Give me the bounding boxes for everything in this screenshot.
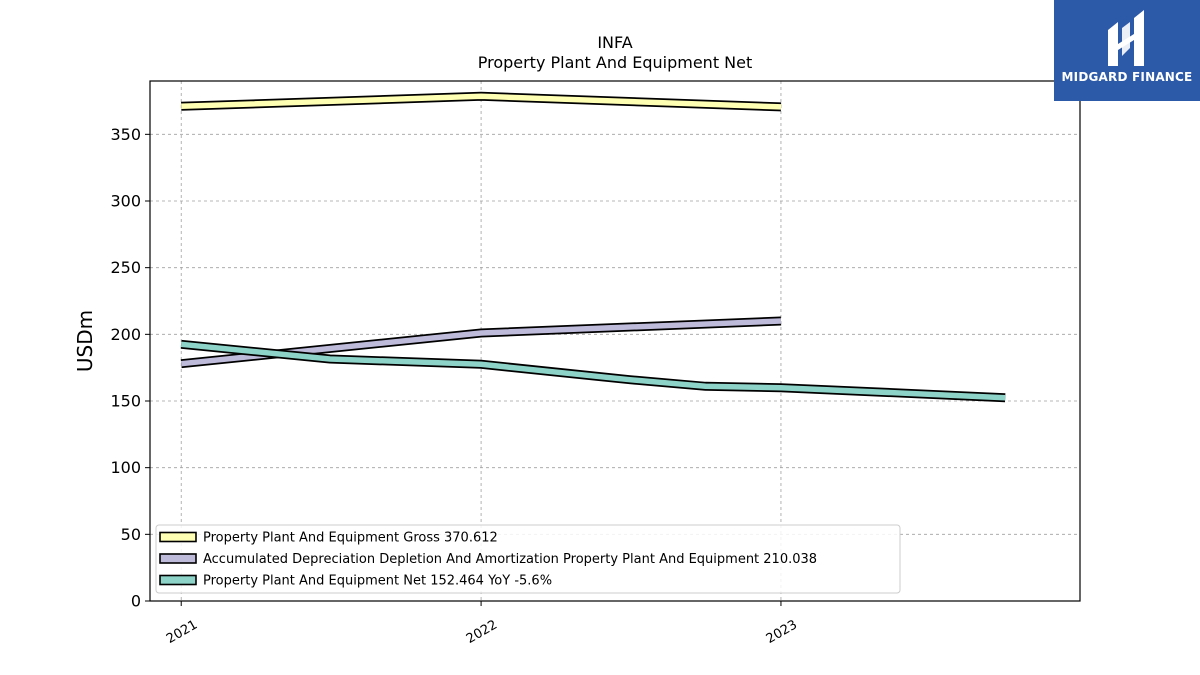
logo-mark-icon [1108, 10, 1144, 66]
x-tick-label: 2023 [764, 617, 800, 647]
x-axis: 2021 2022 2023 [164, 601, 800, 647]
legend-box [155, 524, 901, 594]
y-tick-label: 50 [121, 525, 141, 544]
brand-logo: MIDGARD FINANCE [1054, 0, 1200, 101]
legend: Property Plant And Equipment Gross 370.6… [155, 524, 901, 594]
series-lines [180, 91, 1006, 403]
chart-subtitle: Property Plant And Equipment Net [478, 53, 753, 72]
series-1-line [181, 93, 782, 110]
y-axis-label: USDm [73, 310, 97, 372]
legend-swatch-1 [159, 531, 197, 543]
legend-swatch-3 [159, 574, 197, 586]
x-tick-label: 2022 [464, 617, 500, 647]
grid-lines [150, 81, 1080, 601]
y-tick-label: 350 [110, 125, 141, 144]
y-tick-label: 300 [110, 192, 141, 211]
series-3-line [180, 341, 1006, 401]
legend-label-2: Accumulated Depreciation Depletion And A… [203, 552, 817, 567]
chart-title: INFA [597, 33, 632, 52]
plot-frame [149, 80, 1081, 602]
y-tick-label: 150 [110, 392, 141, 411]
legend-label-1: Property Plant And Equipment Gross 370.6… [203, 531, 498, 546]
logo-text: MIDGARD FINANCE [1061, 70, 1193, 84]
legend-swatch-2 [159, 553, 197, 564]
y-tick-label: 200 [110, 325, 141, 344]
y-tick-label: 250 [110, 258, 141, 277]
x-tick-label: 2021 [164, 617, 200, 647]
y-axis: 0 50 100 150 200 250 300 350 [110, 125, 150, 611]
y-tick-label: 0 [131, 592, 141, 611]
y-tick-label: 100 [110, 458, 141, 477]
legend-label-3: Property Plant And Equipment Net 152.464… [203, 574, 552, 589]
